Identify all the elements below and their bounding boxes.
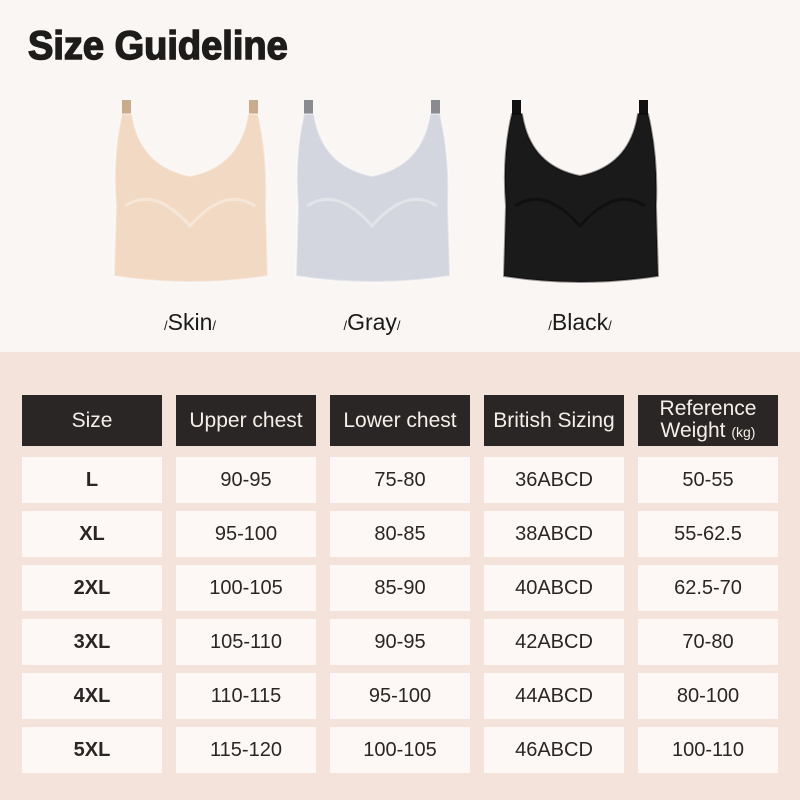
table-cell: 100-110 <box>638 727 778 773</box>
table-cell: 55-62.5 <box>638 511 778 557</box>
table-cell: 90-95 <box>330 619 470 665</box>
size-cell: 3XL <box>22 619 162 665</box>
table-cell: 85-90 <box>330 565 470 611</box>
column-header: Upper chest <box>176 395 316 446</box>
table-cell: 62.5-70 <box>638 565 778 611</box>
table-cell: 90-95 <box>176 457 316 503</box>
table-cell: 36ABCD <box>484 457 624 503</box>
table-cell: 44ABCD <box>484 673 624 719</box>
table-cell: 100-105 <box>176 565 316 611</box>
table-cell: 70-80 <box>638 619 778 665</box>
table-cell: 95-100 <box>330 673 470 719</box>
size-cell: 2XL <box>22 565 162 611</box>
table-cell: 38ABCD <box>484 511 624 557</box>
table-cell: 95-100 <box>176 511 316 557</box>
table-cell: 80-85 <box>330 511 470 557</box>
page-title: Size Guideline <box>27 23 288 69</box>
color-label-skin: /Skin/ <box>164 309 216 335</box>
table-cell: 42ABCD <box>484 619 624 665</box>
table-cell: 110-115 <box>176 673 316 719</box>
table-cell: 50-55 <box>638 457 778 503</box>
table-cell: 105-110 <box>176 619 316 665</box>
table-cell: 40ABCD <box>484 565 624 611</box>
color-label-black: /Black/ <box>548 309 612 335</box>
table-cell: 115-120 <box>176 727 316 773</box>
column-header: British Sizing <box>484 395 624 446</box>
size-cell: XL <box>22 511 162 557</box>
table-cell: 75-80 <box>330 457 470 503</box>
column-header: Size <box>22 395 162 446</box>
size-cell: 4XL <box>22 673 162 719</box>
column-header: Reference Weight (kg) <box>638 395 778 446</box>
table-cell: 80-100 <box>638 673 778 719</box>
table-cell: 46ABCD <box>484 727 624 773</box>
bra-image-skin <box>100 96 280 292</box>
size-cell: L <box>22 457 162 503</box>
color-label-gray: /Gray/ <box>343 309 401 335</box>
table-cell: 100-105 <box>330 727 470 773</box>
size-cell: 5XL <box>22 727 162 773</box>
bra-image-black <box>490 96 670 292</box>
column-header: Lower chest <box>330 395 470 446</box>
bra-image-gray <box>282 96 462 292</box>
